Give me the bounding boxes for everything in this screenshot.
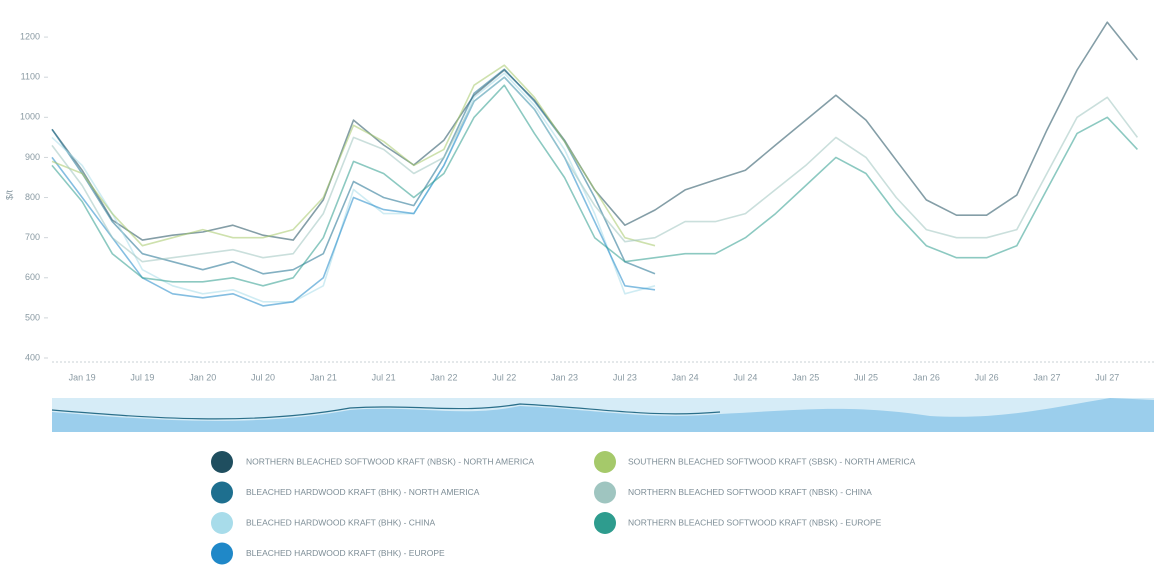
- series-line: [51, 76, 1139, 263]
- legend-marker: [211, 481, 233, 504]
- x-tick-label: Jul 22: [492, 372, 516, 382]
- legend-marker: [594, 451, 616, 473]
- x-tick-label: Jul 26: [975, 372, 999, 382]
- x-tick-label: Jul 24: [733, 372, 757, 382]
- x-tick-label: Jan 19: [69, 372, 96, 382]
- legend-label: NORTHERN BLEACHED SOFTWOOD KRAFT (NBSK) …: [628, 487, 872, 497]
- x-tick-label: Jul 21: [372, 372, 396, 382]
- x-tick-label: Jan 22: [430, 372, 457, 382]
- legend-marker: [594, 481, 616, 504]
- x-tick-label: Jan 21: [310, 372, 337, 382]
- x-tick-label: Jul 27: [1095, 372, 1119, 382]
- series-line: [51, 68, 656, 275]
- y-axis-label: $/t: [4, 190, 14, 201]
- x-tick-label: Jul 23: [613, 372, 637, 382]
- y-tick-label: 600: [25, 272, 40, 282]
- series-line: [51, 64, 656, 247]
- navigator-line: [51, 403, 721, 420]
- x-tick-label: Jan 24: [672, 372, 699, 382]
- legend-marker: [211, 451, 233, 473]
- legend-label: SOUTHERN BLEACHED SOFTWOOD KRAFT (SBSK) …: [628, 456, 916, 466]
- y-tick-label: 800: [25, 192, 40, 202]
- y-tick-label: 500: [25, 312, 40, 322]
- y-tick-label: 900: [25, 152, 40, 162]
- y-tick-label: 700: [25, 232, 40, 242]
- x-tick-label: Jan 26: [913, 372, 940, 382]
- x-tick-label: Jul 20: [251, 372, 275, 382]
- legend-label: NORTHERN BLEACHED SOFTWOOD KRAFT (NBSK) …: [628, 517, 882, 527]
- x-tick-label: Jan 23: [551, 372, 578, 382]
- legend-label: NORTHERN BLEACHED SOFTWOOD KRAFT (NBSK) …: [246, 456, 534, 466]
- x-tick-label: Jul 25: [854, 372, 878, 382]
- legend-marker: [594, 512, 616, 534]
- series-line: [51, 21, 1139, 241]
- legend-label: BLEACHED HARDWOOD KRAFT (BHK) - EUROPE: [246, 548, 445, 558]
- x-tick-label: Jan 27: [1033, 372, 1060, 382]
- x-tick-label: Jan 25: [792, 372, 819, 382]
- navigator-area: [52, 398, 1154, 432]
- series-line: [51, 84, 1138, 287]
- legend-label: BLEACHED HARDWOOD KRAFT (BHK) - CHINA: [246, 517, 436, 527]
- series-line: [51, 72, 656, 303]
- legend-marker: [211, 542, 233, 565]
- legend-label: BLEACHED HARDWOOD KRAFT (BHK) - NORTH AM…: [246, 487, 480, 497]
- x-tick-label: Jul 19: [130, 372, 154, 382]
- navigator: [51, 398, 1154, 432]
- y-tick-label: 400: [25, 352, 40, 362]
- y-tick-label: 1000: [20, 112, 40, 122]
- y-tick-label: 1200: [20, 31, 40, 41]
- y-tick-label: 1100: [21, 72, 40, 82]
- legend-marker: [211, 512, 233, 534]
- x-tick-label: Jan 20: [189, 372, 216, 382]
